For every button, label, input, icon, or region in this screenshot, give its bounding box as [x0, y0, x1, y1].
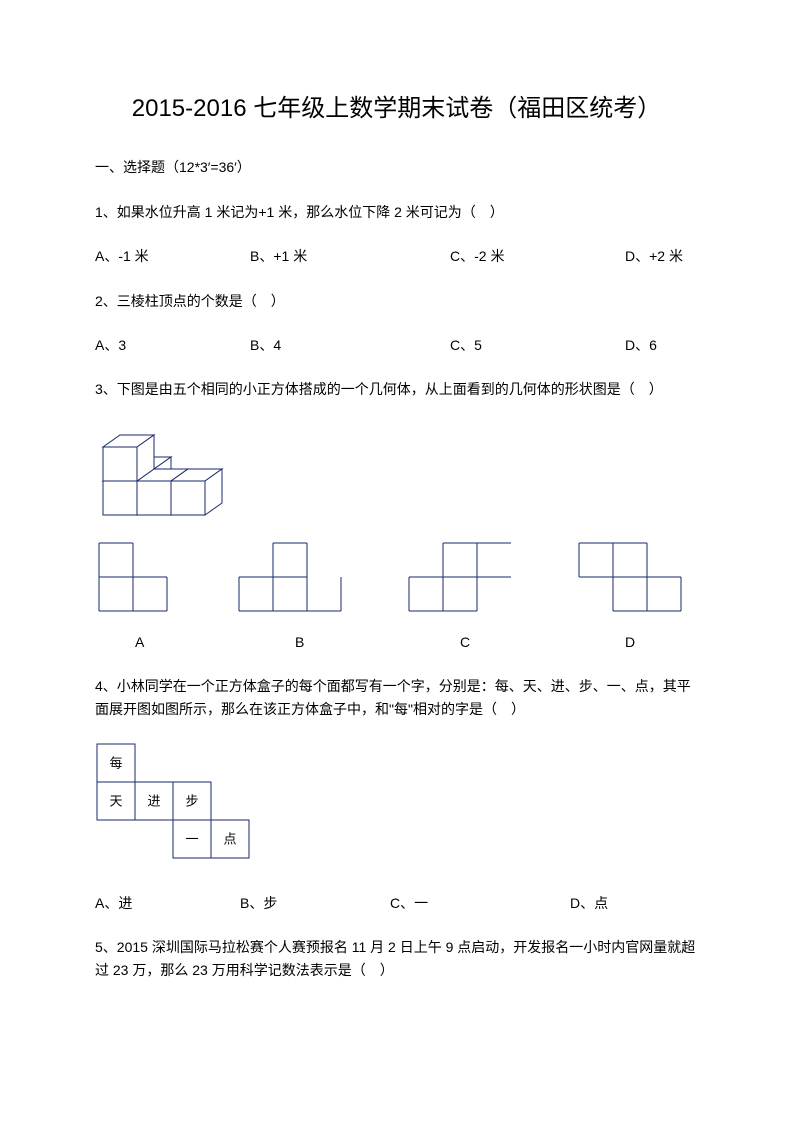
question-3: 3、下图是由五个相同的小正方体搭成的一个几何体，从上面看到的几何体的形状图是（ …: [95, 378, 698, 400]
svg-text:点: 点: [223, 831, 236, 846]
question-2: 2、三棱柱顶点的个数是（ ）: [95, 290, 698, 312]
q2-opt-d: D、6: [625, 334, 657, 356]
svg-text:一: 一: [185, 831, 198, 846]
question-4: 4、小林同学在一个正方体盒子的每个面都写有一个字，分别是：每、天、进、步、一、点…: [95, 675, 698, 720]
q1-opt-c: C、-2 米: [450, 245, 625, 267]
q2-opt-c: C、5: [450, 334, 625, 356]
section-header: 一、选择题（12*3′=36′）: [95, 156, 698, 178]
question-2-options: A、3 B、4 C、5 D、6: [95, 334, 698, 356]
svg-text:进: 进: [147, 793, 160, 808]
q1-opt-a: A、-1 米: [95, 245, 250, 267]
q3-choice-d-fig: [577, 541, 697, 621]
q3-choice-labels: A B C D: [95, 631, 698, 653]
q3-label-d: D: [625, 631, 635, 653]
q3-choice-c-fig: [407, 541, 527, 621]
q1-opt-d: D、+2 米: [625, 245, 683, 267]
q4-opt-c: C、一: [390, 892, 570, 914]
q3-3d-figure: [97, 423, 698, 523]
q1-opt-b: B、+1 米: [250, 245, 450, 267]
question-4-options: A、进 B、步 C、一 D、点: [95, 892, 698, 914]
q3-label-c: C: [460, 631, 625, 653]
svg-text:步: 步: [185, 793, 198, 808]
q4-net-figure: 每天 进 步一 点: [95, 742, 698, 872]
q2-opt-b: B、4: [250, 334, 450, 356]
question-5: 5、2015 深圳国际马拉松赛个人赛预报名 11 月 2 日上午 9 点启动，开…: [95, 936, 698, 981]
q4-opt-a: A、进: [95, 892, 240, 914]
q2-opt-a: A、3: [95, 334, 250, 356]
q3-label-a: A: [135, 631, 295, 653]
q4-opt-b: B、步: [240, 892, 390, 914]
q3-choice-b-fig: [237, 541, 357, 621]
question-1: 1、如果水位升高 1 米记为+1 米，那么水位下降 2 米可记为（ ）: [95, 201, 698, 223]
q3-choice-a-fig: [97, 541, 187, 621]
q3-choice-figures: [95, 541, 698, 621]
q3-label-b: B: [295, 631, 460, 653]
page-title: 2015-2016 七年级上数学期末试卷（福田区统考）: [95, 90, 698, 128]
q4-opt-d: D、点: [570, 892, 608, 914]
svg-text:每: 每: [109, 755, 122, 770]
svg-text:天: 天: [109, 793, 122, 808]
question-1-options: A、-1 米 B、+1 米 C、-2 米 D、+2 米: [95, 245, 698, 267]
